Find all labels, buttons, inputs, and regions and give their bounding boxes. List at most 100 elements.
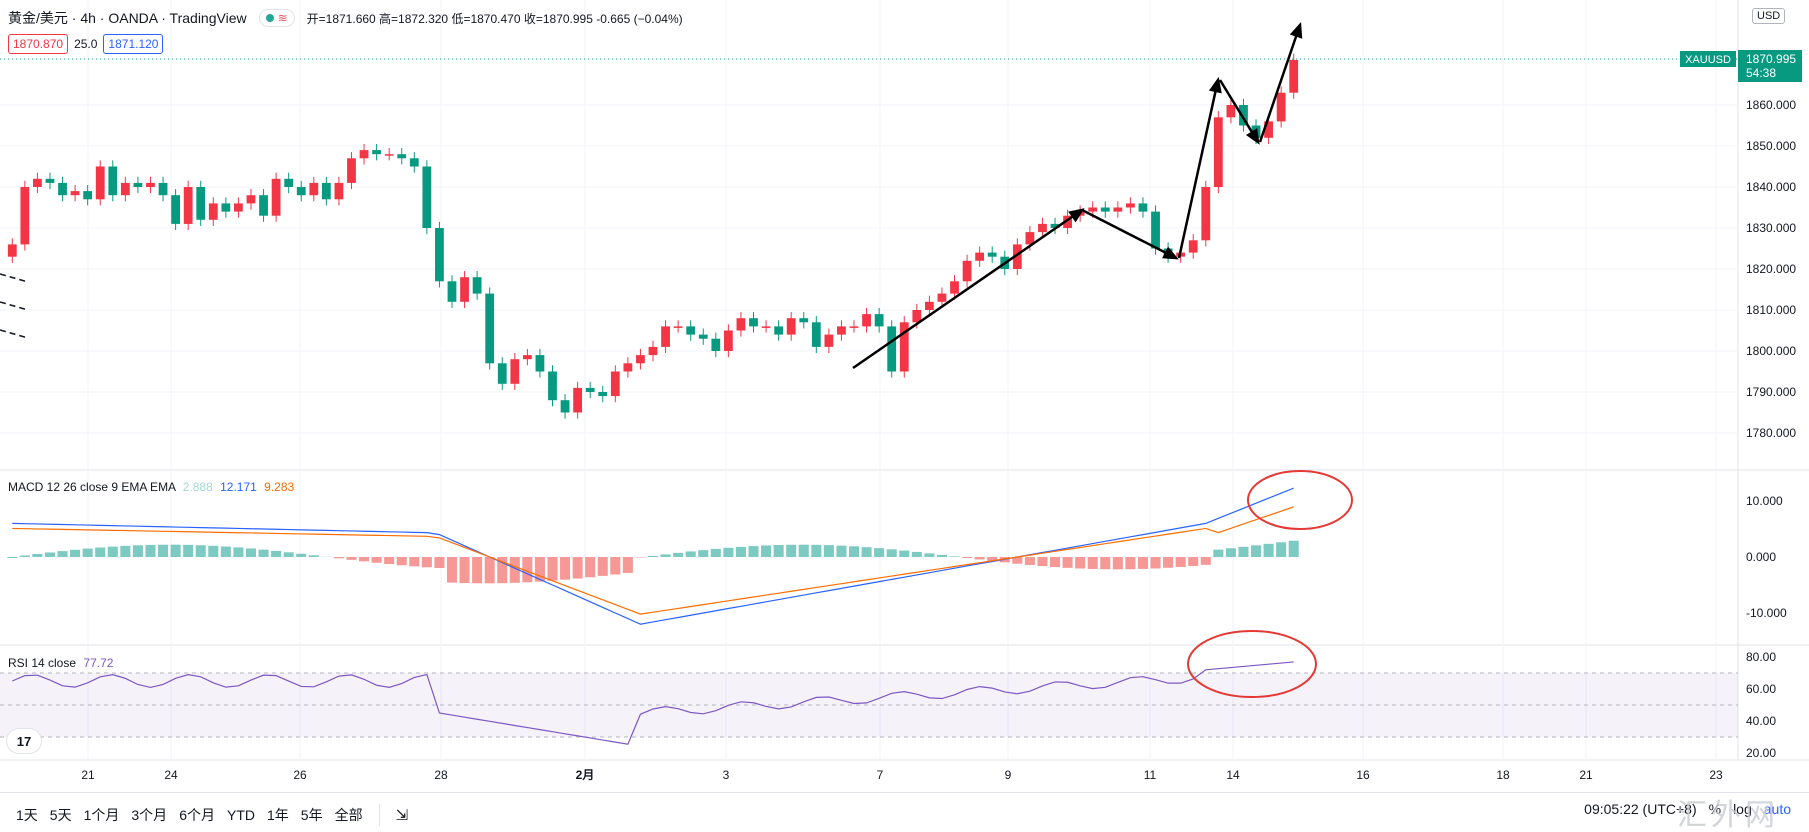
macd-bar xyxy=(911,551,922,557)
macd-bar xyxy=(7,557,18,558)
bar-countdown: 54:38 xyxy=(1746,66,1776,80)
candle xyxy=(698,334,708,339)
macd-bar xyxy=(95,547,106,557)
candle xyxy=(497,363,507,384)
time-tick-label: 26 xyxy=(293,768,307,782)
auto-scale-toggle[interactable]: auto xyxy=(1763,801,1791,817)
candle xyxy=(334,182,344,200)
candle xyxy=(799,318,809,323)
macd-bar xyxy=(899,550,910,557)
macd-bar xyxy=(195,545,206,557)
chart-background xyxy=(0,0,1809,790)
candle xyxy=(1213,117,1223,187)
candle xyxy=(1151,211,1160,249)
macd-bar xyxy=(459,557,470,584)
symbol-tag-box xyxy=(1680,51,1736,67)
macd-bar xyxy=(647,555,659,557)
macd-bar xyxy=(1075,557,1086,569)
candle xyxy=(962,260,972,282)
rsi-highlight-circle xyxy=(1187,630,1317,698)
tradingview-logo-icon[interactable]: 17 xyxy=(6,728,42,754)
buy-price-button[interactable]: 1871.120 xyxy=(103,34,164,54)
timeframe-5d[interactable]: 5天 xyxy=(49,807,72,823)
candle xyxy=(1038,223,1047,233)
timeframe-3m[interactable]: 3个月 xyxy=(131,807,168,823)
macd-tick-label: 0.000 xyxy=(1746,550,1776,564)
candle xyxy=(70,191,80,196)
candle xyxy=(937,293,947,302)
symbol-tag: XAUUSD xyxy=(1685,54,1731,66)
rsi-tick-label: 40.00 xyxy=(1746,714,1776,728)
candle xyxy=(171,195,180,224)
timeframe-ytd[interactable]: YTD xyxy=(226,807,255,823)
drawing-dash xyxy=(0,273,29,283)
timeframe-6m[interactable]: 6个月 xyxy=(179,807,215,823)
percent-toggle[interactable]: % xyxy=(1708,801,1722,817)
candle xyxy=(7,244,17,257)
candle xyxy=(309,182,319,196)
macd-bar xyxy=(183,544,194,557)
macd-bar xyxy=(409,557,420,567)
candle xyxy=(1276,92,1286,122)
candle xyxy=(221,203,231,212)
log-toggle[interactable]: log xyxy=(1733,801,1752,817)
candle xyxy=(1088,207,1098,212)
timeframe-1d[interactable]: 1天 xyxy=(16,807,38,823)
macd-bar xyxy=(698,550,709,557)
macd-bar xyxy=(1225,548,1236,557)
candle xyxy=(259,195,268,216)
price-tick-label: 1800.000 xyxy=(1746,344,1796,358)
chart-area[interactable]: 1860.000 1850.000 1840.000 1830.000 1820.000… xyxy=(0,0,1809,790)
goto-date-icon[interactable]: ⇲ xyxy=(395,807,409,824)
macd-bar xyxy=(1024,557,1035,565)
candle xyxy=(246,195,256,204)
chart-canvas[interactable]: 1860.0001850.0001840.0001830.0001820.000… xyxy=(0,0,1809,790)
macd-bar xyxy=(32,553,43,557)
candle xyxy=(1138,203,1148,212)
macd-legend[interactable]: MACD 12 26 close 9 EMA EMA 2.888 12.171 … xyxy=(8,480,294,494)
macd-bar xyxy=(1037,557,1048,567)
candle xyxy=(83,191,93,200)
candle xyxy=(749,318,758,327)
candle xyxy=(585,387,595,392)
candle xyxy=(761,326,771,328)
macd-bar xyxy=(1251,545,1262,557)
macd-bar xyxy=(924,553,935,557)
rsi-legend[interactable]: RSI 14 close 77.72 xyxy=(8,656,113,670)
symbol-title[interactable]: 黄金/美元 · 4h · OANDA · TradingView xyxy=(8,10,247,26)
last-price: 1870.995 xyxy=(1746,52,1796,66)
macd-bar xyxy=(936,554,947,557)
candle xyxy=(548,371,557,401)
macd-bar xyxy=(534,557,545,582)
candle xyxy=(736,318,746,331)
sell-price-button[interactable]: 1870.870 xyxy=(8,34,69,54)
macd-bar xyxy=(70,549,81,557)
candle xyxy=(686,326,696,335)
candle xyxy=(1012,244,1022,269)
macd-bar xyxy=(333,557,344,559)
rsi-tick-label: 60.00 xyxy=(1746,682,1776,696)
price-tick-label: 1840.000 xyxy=(1746,180,1796,194)
timeframe-all[interactable]: 全部 xyxy=(334,807,363,823)
candle xyxy=(321,182,331,200)
currency-button[interactable]: USD xyxy=(1752,8,1786,24)
macd-bar xyxy=(874,548,885,557)
clock-timezone[interactable]: 09:05:22 (UTC+8) xyxy=(1584,801,1697,817)
macd-bar xyxy=(497,557,508,584)
bottom-toolbar: 1天 5天 1个月 3个月 6个月 YTD 1年 5年 全部 ⇲ 09:05:2… xyxy=(0,792,1809,832)
price-tick-label: 1850.000 xyxy=(1746,139,1796,153)
macd-bar xyxy=(421,557,432,568)
wave-icon: ≋ xyxy=(277,11,288,25)
candle xyxy=(1188,240,1198,253)
trend-arrow xyxy=(1081,208,1177,260)
timeframe-1m[interactable]: 1个月 xyxy=(83,807,120,823)
timeframe-5y[interactable]: 5年 xyxy=(300,807,323,823)
macd-bar xyxy=(673,552,684,557)
time-tick-label: 28 xyxy=(434,768,448,782)
macd-bar xyxy=(660,554,671,557)
candle xyxy=(950,281,959,294)
candle xyxy=(723,330,733,351)
macd-hist-value: 2.888 xyxy=(182,480,213,494)
status-pill[interactable]: ≋ xyxy=(258,9,295,27)
timeframe-1y[interactable]: 1年 xyxy=(266,807,289,823)
